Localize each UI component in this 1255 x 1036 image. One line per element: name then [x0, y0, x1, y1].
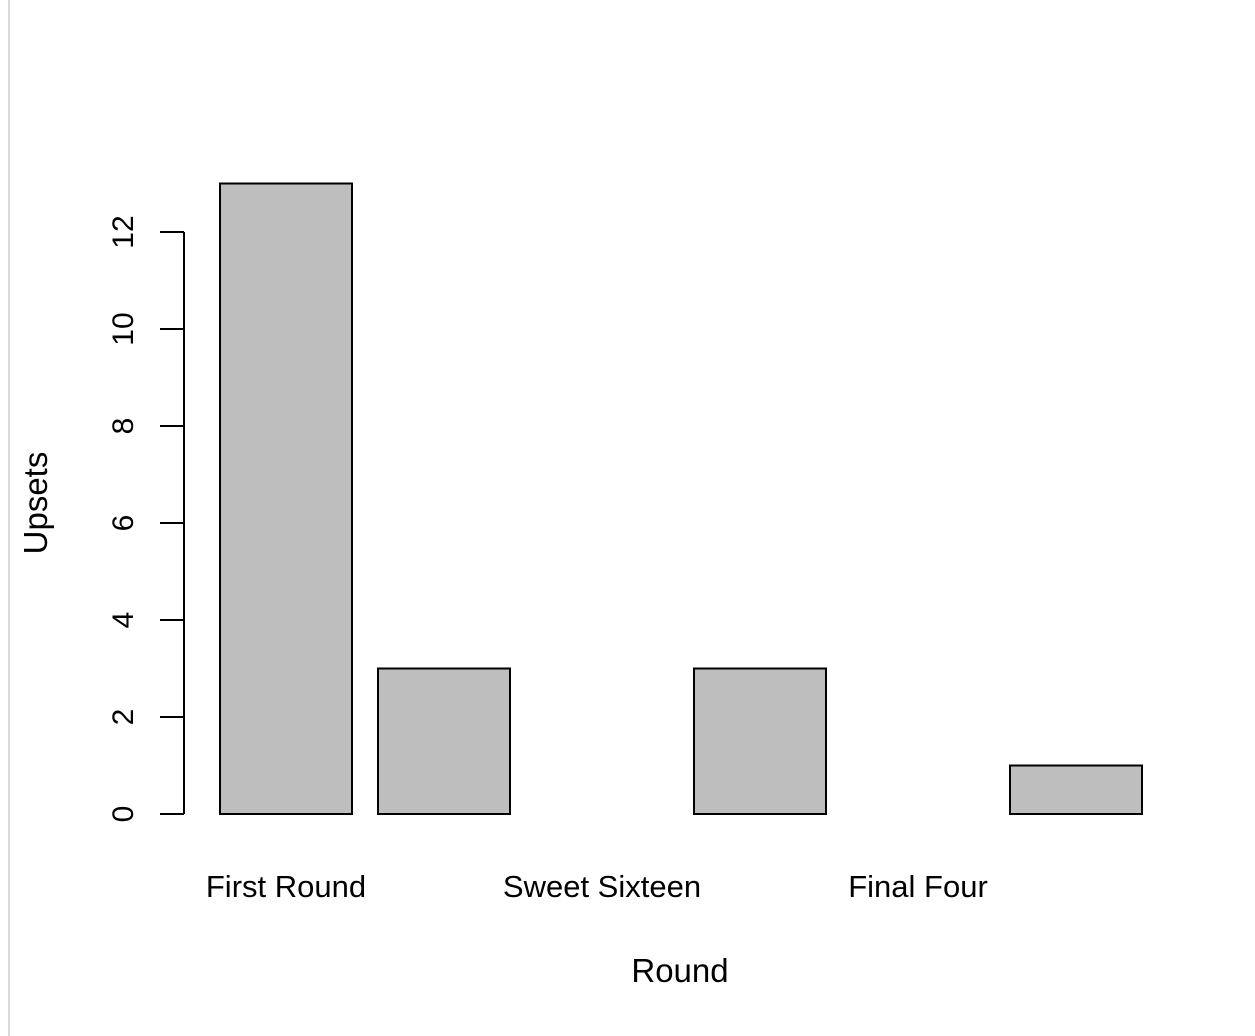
bar-2: [377, 667, 511, 815]
window-left-edge: [0, 0, 10, 1036]
y-axis: 0 2 4 6 8 10 12: [107, 215, 185, 823]
bar-6: [1009, 764, 1143, 815]
y-tick-label: 4: [107, 612, 140, 629]
bars-group: [219, 182, 1143, 815]
y-tick-label: 2: [107, 709, 140, 726]
y-tick-label: 6: [107, 515, 140, 532]
y-tick-label: 10: [107, 312, 140, 345]
y-axis-label: Upsets: [17, 452, 54, 555]
x-axis-label: Round: [631, 952, 728, 989]
x-tick-label: First Round: [206, 869, 366, 904]
x-tick-label: Sweet Sixteen: [503, 869, 701, 904]
y-tick-label: 8: [107, 418, 140, 435]
bar-1: [219, 182, 353, 815]
y-tick-label: 12: [107, 215, 140, 248]
y-tick-label: 0: [107, 806, 140, 823]
x-tick-labels: First Round Sweet Sixteen Final Four: [206, 869, 988, 904]
bar-4: [693, 667, 827, 815]
x-tick-label: Final Four: [848, 869, 988, 904]
